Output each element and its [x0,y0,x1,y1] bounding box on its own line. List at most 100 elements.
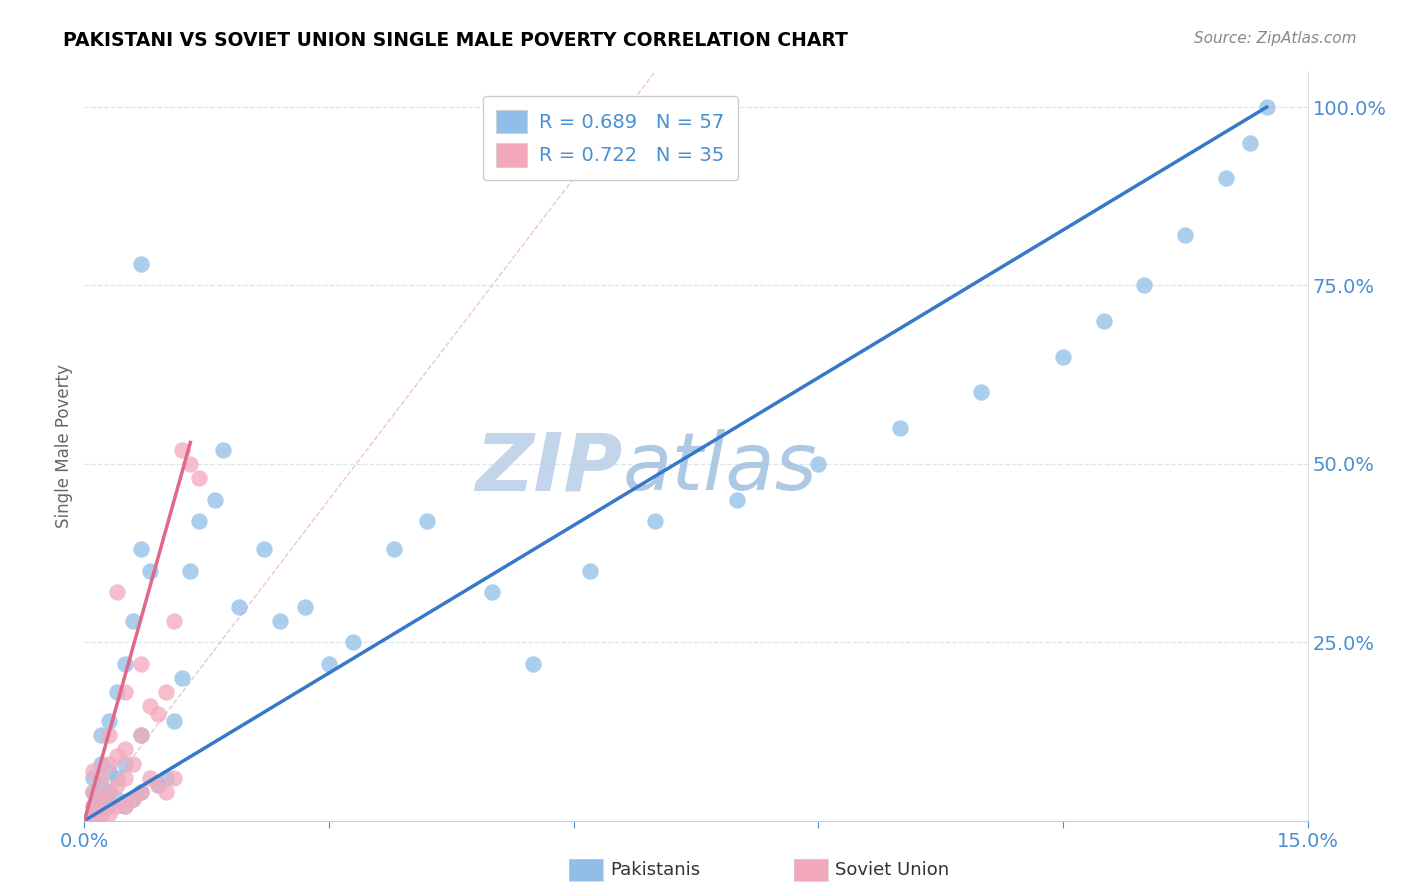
Point [579,564,602,578]
Point [82,764,104,778]
Point [269,614,291,628]
Point [187,471,209,485]
Point [1215,171,1237,186]
Point [90,806,112,821]
Point [122,792,145,806]
Point [725,492,748,507]
Text: Pakistanis: Pakistanis [610,861,700,879]
Point [114,771,136,785]
Point [138,564,160,578]
Point [172,671,194,685]
Point [97,806,120,821]
Legend: R = 0.689   N = 57, R = 0.722   N = 35: R = 0.689 N = 57, R = 0.722 N = 35 [482,96,738,180]
Point [131,785,153,799]
Point [97,799,120,814]
Point [97,785,120,799]
Point [212,442,235,457]
Point [82,771,104,785]
Point [105,749,128,764]
Point [82,806,104,821]
Point [114,657,136,671]
Point [146,778,169,792]
Point [82,806,104,821]
Text: Source: ZipAtlas.com: Source: ZipAtlas.com [1194,31,1357,46]
Point [90,756,112,771]
Point [155,685,177,699]
Point [90,771,112,785]
Point [179,564,201,578]
Point [522,657,544,671]
Point [131,785,153,799]
Point [90,792,112,806]
Point [155,785,177,799]
Point [1256,100,1278,114]
Point [138,771,160,785]
Point [97,756,120,771]
Point [90,792,112,806]
Point [163,614,186,628]
Point [131,542,153,557]
Point [105,778,128,792]
Point [114,756,136,771]
Point [807,457,830,471]
Point [342,635,364,649]
Point [114,799,136,814]
Point [155,771,177,785]
Point [187,514,209,528]
Point [294,599,316,614]
Text: ZIP: ZIP [475,429,623,508]
Point [97,714,120,728]
Point [1239,136,1261,150]
Point [131,257,153,271]
Point [228,599,250,614]
Point [122,792,145,806]
Point [138,699,160,714]
Point [82,799,104,814]
Point [1133,278,1156,293]
Point [105,792,128,806]
Point [416,514,439,528]
Point [172,442,194,457]
Point [105,771,128,785]
Text: Soviet Union: Soviet Union [835,861,949,879]
Point [1052,350,1074,364]
Point [114,685,136,699]
Point [97,785,120,799]
Point [114,799,136,814]
Point [146,706,169,721]
Point [253,542,276,557]
Point [122,614,145,628]
Point [1092,314,1115,328]
Point [82,799,104,814]
Point [105,585,128,599]
Point [90,728,112,742]
Point [114,742,136,756]
Point [146,778,169,792]
Point [382,542,405,557]
Point [970,385,993,400]
Point [97,764,120,778]
Point [318,657,340,671]
Point [131,657,153,671]
Point [97,728,120,742]
Point [90,806,112,821]
Y-axis label: Single Male Poverty: Single Male Poverty [55,364,73,528]
Point [105,799,128,814]
Point [204,492,226,507]
Point [1174,228,1197,243]
Point [644,514,666,528]
Point [82,785,104,799]
Point [179,457,201,471]
Point [481,585,503,599]
Point [889,421,911,435]
Point [105,685,128,699]
Point [163,714,186,728]
Point [163,771,186,785]
Point [131,728,153,742]
Text: atlas: atlas [623,429,817,508]
Point [82,785,104,799]
Point [90,778,112,792]
Point [131,728,153,742]
Text: PAKISTANI VS SOVIET UNION SINGLE MALE POVERTY CORRELATION CHART: PAKISTANI VS SOVIET UNION SINGLE MALE PO… [63,31,848,50]
Point [122,756,145,771]
